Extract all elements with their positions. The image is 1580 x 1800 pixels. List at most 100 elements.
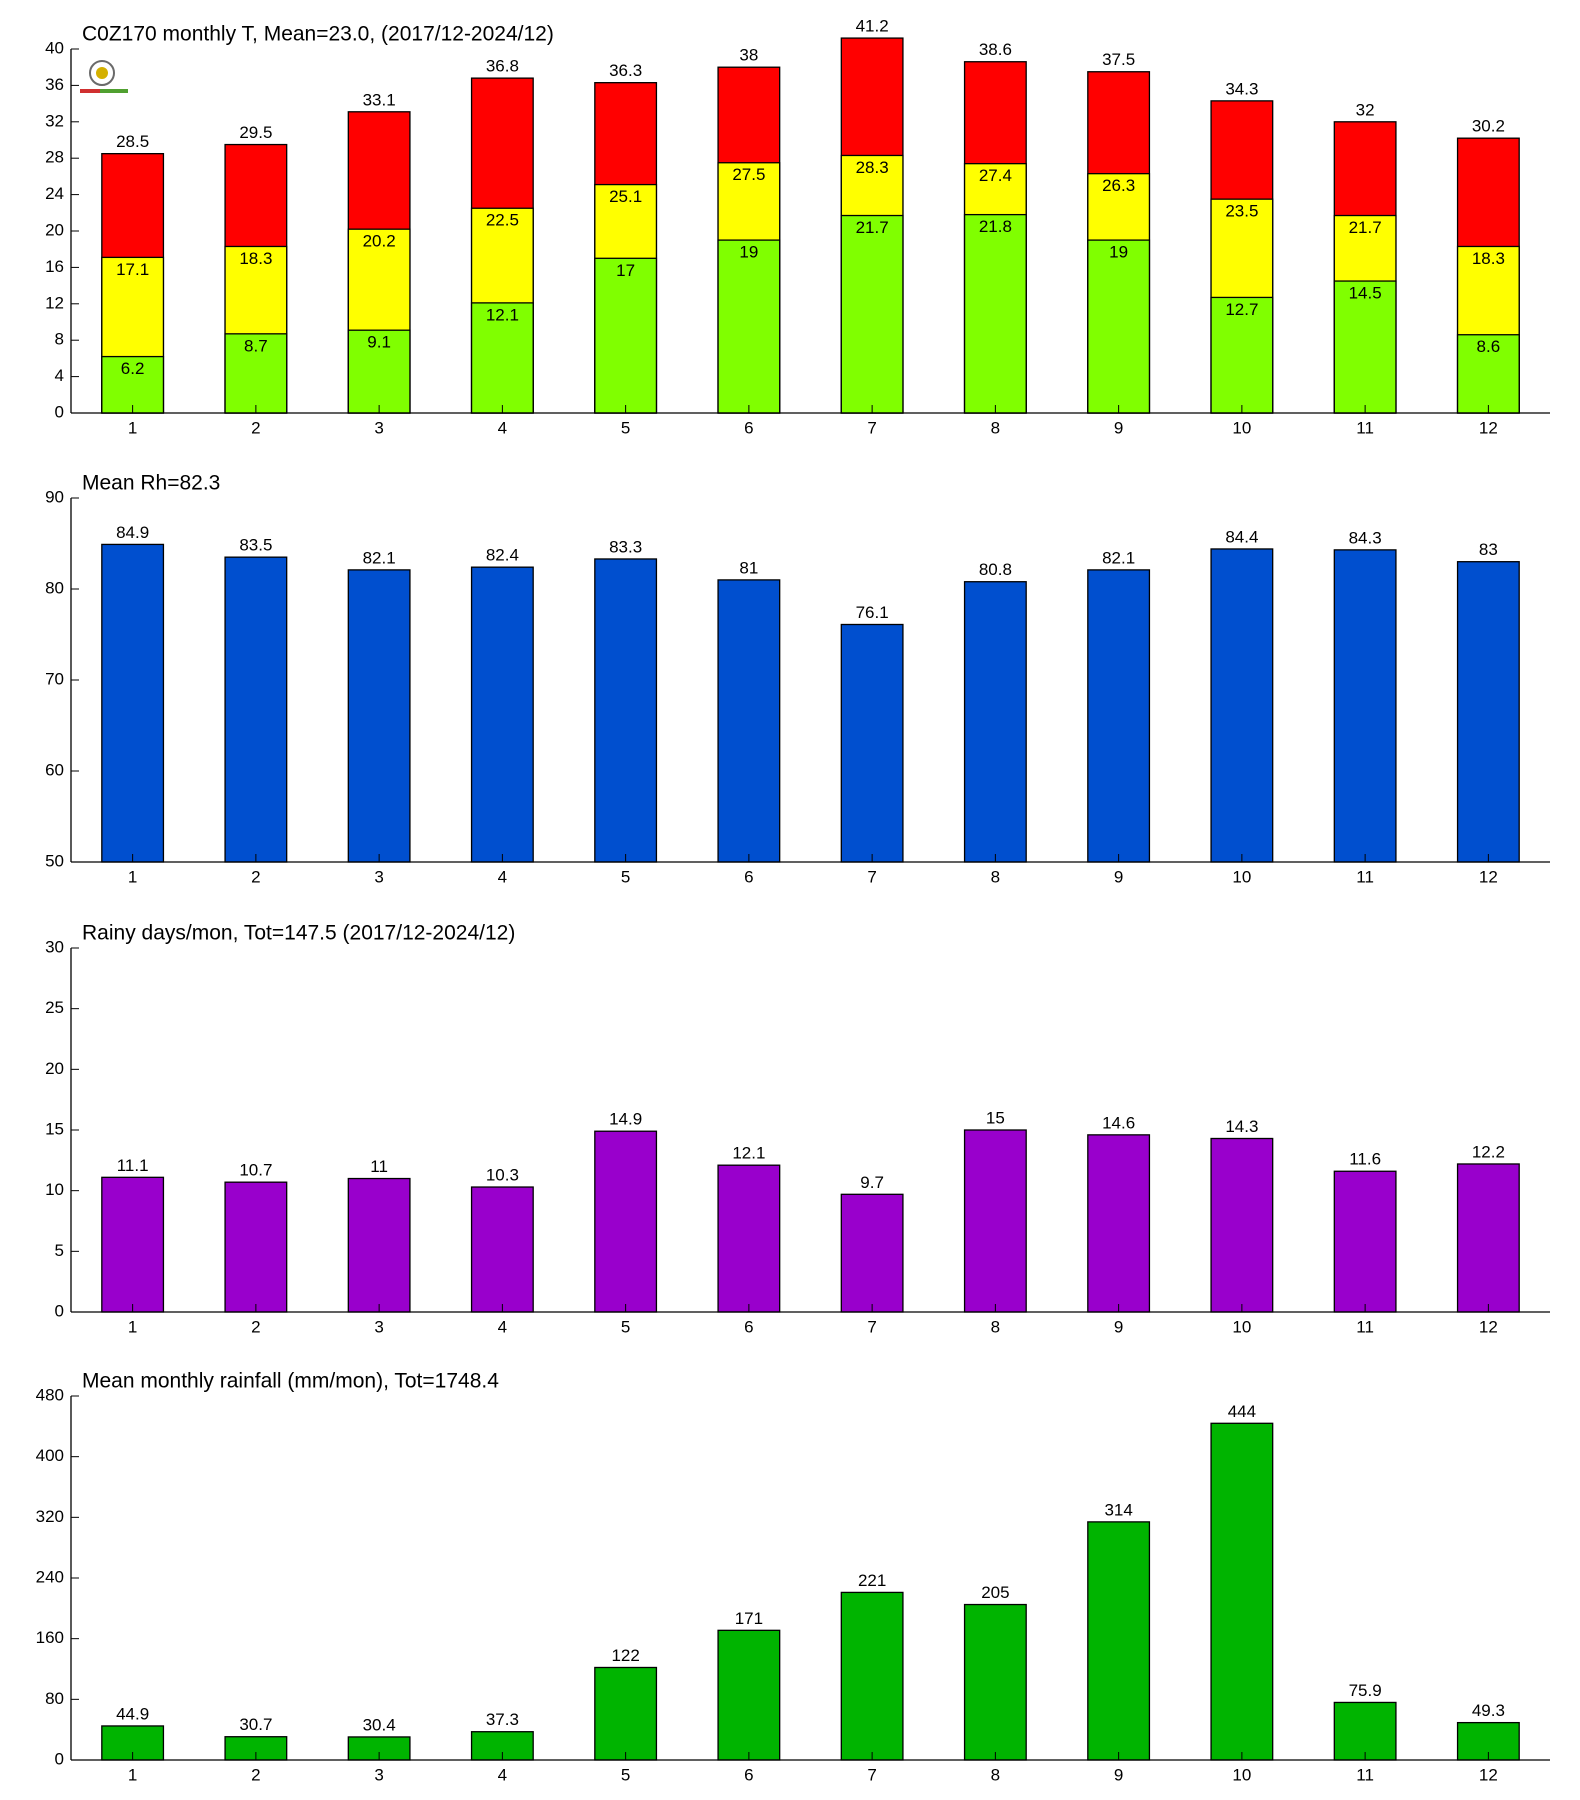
x-tick-label: 6	[744, 1317, 753, 1336]
data-label: 75.9	[1349, 1681, 1382, 1700]
data-label: 14.3	[1225, 1117, 1258, 1136]
bar	[594, 1130, 658, 1313]
data-label: 83.3	[609, 537, 642, 556]
data-label: 44.9	[116, 1704, 149, 1723]
data-label: 21.7	[1349, 218, 1382, 237]
data-label: 81	[739, 558, 758, 577]
data-label: 84.3	[1349, 528, 1382, 547]
bar	[347, 329, 411, 414]
x-tick-label: 12	[1479, 418, 1498, 437]
data-label: 12.2	[1472, 1142, 1505, 1161]
y-tick-label: 50	[45, 851, 64, 870]
bar	[594, 257, 658, 414]
data-label: 14.6	[1102, 1113, 1135, 1132]
bar	[840, 1591, 904, 1761]
y-tick-label: 12	[45, 293, 64, 312]
bar	[1456, 1163, 1520, 1313]
data-label: 8.6	[1477, 337, 1501, 356]
x-tick-label: 6	[744, 867, 753, 886]
x-tick-label: 10	[1232, 1765, 1251, 1784]
data-label: 30.7	[239, 1715, 272, 1734]
data-label: 17	[616, 261, 635, 280]
x-tick-label: 5	[621, 1765, 630, 1784]
bar	[470, 566, 534, 863]
data-label: 444	[1228, 1402, 1256, 1421]
data-label: 37.5	[1102, 50, 1135, 69]
data-label: 33.1	[363, 90, 396, 109]
data-label: 25.1	[609, 187, 642, 206]
bar	[470, 302, 534, 414]
data-label: 21.8	[979, 217, 1012, 236]
data-label: 41.2	[856, 17, 889, 36]
data-label: 11.6	[1349, 1150, 1381, 1169]
x-tick-label: 1	[128, 418, 137, 437]
bar	[1210, 296, 1274, 414]
x-tick-label: 8	[991, 1765, 1000, 1784]
bar	[840, 623, 904, 863]
data-label: 12.1	[732, 1144, 765, 1163]
x-tick-label: 9	[1114, 1765, 1123, 1784]
data-label: 37.3	[486, 1710, 519, 1729]
y-tick-label: 90	[45, 487, 64, 506]
x-tick-label: 11	[1356, 867, 1374, 886]
bar	[840, 1193, 904, 1313]
bar	[101, 543, 165, 863]
x-tick-label: 7	[867, 867, 876, 886]
x-tick-label: 12	[1479, 867, 1498, 886]
y-tick-label: 8	[55, 330, 64, 349]
x-tick-label: 6	[744, 418, 753, 437]
data-label: 84.4	[1225, 527, 1258, 546]
data-label: 76.1	[856, 603, 889, 622]
x-tick-label: 5	[621, 867, 630, 886]
x-tick-label: 7	[867, 1317, 876, 1336]
data-label: 6.2	[121, 359, 145, 378]
x-tick-label: 10	[1232, 867, 1251, 886]
y-tick-label: 80	[45, 1689, 64, 1708]
x-tick-label: 1	[128, 1765, 137, 1784]
y-tick-label: 0	[55, 1749, 64, 1768]
x-tick-label: 8	[991, 867, 1000, 886]
data-label: 221	[858, 1571, 886, 1590]
data-label: 80.8	[979, 560, 1012, 579]
data-label: 9.1	[367, 333, 391, 352]
data-label: 15	[986, 1108, 1005, 1127]
bar	[347, 1177, 411, 1313]
x-tick-label: 4	[498, 1317, 507, 1336]
x-tick-label: 3	[374, 1317, 383, 1336]
bar	[1210, 548, 1274, 863]
x-tick-label: 8	[991, 1317, 1000, 1336]
y-tick-label: 20	[45, 1059, 64, 1078]
data-label: 49.3	[1472, 1701, 1505, 1720]
y-tick-label: 10	[45, 1180, 64, 1199]
bar	[717, 1164, 781, 1313]
x-tick-label: 11	[1356, 1317, 1374, 1336]
data-label: 18.3	[1472, 249, 1505, 268]
x-tick-label: 4	[498, 1765, 507, 1784]
x-tick-label: 10	[1232, 418, 1251, 437]
y-tick-label: 25	[45, 998, 64, 1017]
bar	[1333, 549, 1397, 863]
bar	[1087, 1521, 1151, 1761]
y-tick-label: 160	[36, 1628, 64, 1647]
y-tick-label: 0	[55, 1301, 64, 1320]
data-label: 26.3	[1102, 176, 1135, 195]
y-tick-label: 40	[45, 38, 64, 57]
bar	[101, 355, 165, 414]
logo	[80, 60, 128, 93]
y-tick-label: 80	[45, 578, 64, 597]
x-tick-label: 1	[128, 1317, 137, 1336]
x-tick-label: 2	[251, 867, 260, 886]
bar	[594, 1666, 658, 1761]
data-label: 27.4	[979, 166, 1012, 185]
bar	[717, 1629, 781, 1761]
data-label: 10.7	[239, 1161, 272, 1180]
data-label: 83	[1479, 540, 1498, 559]
x-tick-label: 2	[251, 418, 260, 437]
bar	[224, 556, 288, 863]
bar	[963, 581, 1027, 863]
data-label: 14.9	[609, 1110, 642, 1129]
y-tick-label: 0	[55, 402, 64, 421]
y-tick-label: 28	[45, 148, 64, 167]
bar	[470, 1186, 534, 1313]
data-label: 171	[735, 1609, 763, 1628]
